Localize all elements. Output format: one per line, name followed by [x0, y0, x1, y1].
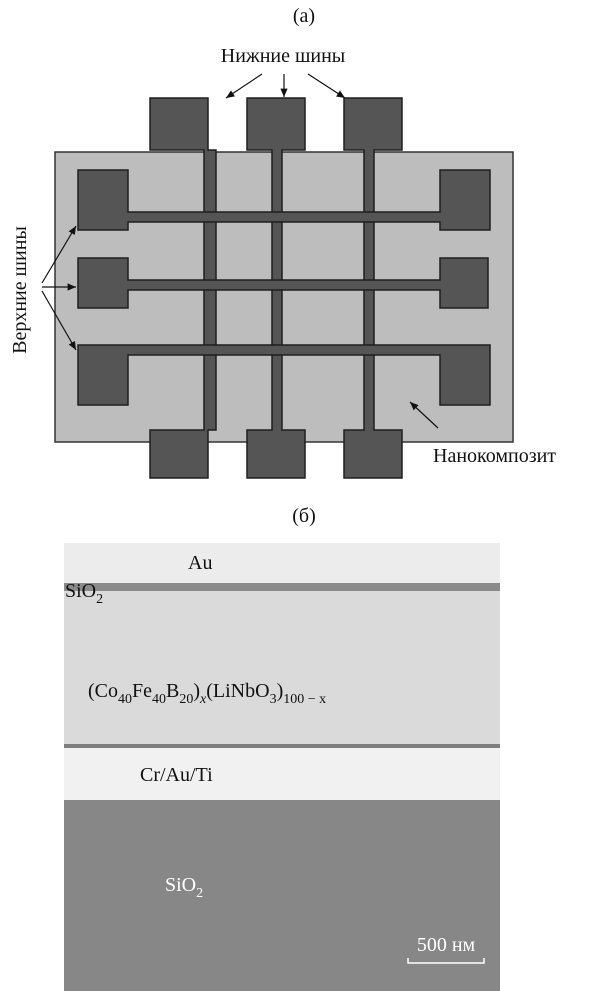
micrograph [64, 543, 500, 991]
label-part: (LiNbO [206, 680, 269, 702]
layer-label: Au [188, 552, 212, 574]
label-part: ) [193, 680, 200, 702]
label-part: Au [188, 552, 212, 574]
label-part: SiO [165, 874, 196, 896]
scale-bar-label: 500 нм [417, 934, 476, 956]
label-subscript: 20 [179, 692, 193, 707]
label-part: SiO [65, 580, 96, 602]
label-part: B [166, 680, 179, 702]
label-subscript: 100 − x [283, 692, 326, 707]
panel-label: (а) [293, 5, 315, 27]
label-part: Fe [132, 680, 152, 702]
label-subscript: 40 [152, 692, 166, 707]
label-subscript: 2 [196, 886, 203, 901]
label-part: (Co [88, 680, 118, 702]
top-buses-label: Верхние шины [9, 226, 31, 354]
label-subscript: 40 [118, 692, 132, 707]
layer-label: Cr/Au/Ti [140, 764, 213, 786]
label-subscript: 2 [96, 592, 103, 607]
panel-label: (б) [292, 505, 316, 527]
label-part: ) [277, 680, 284, 702]
figure: (а) Нижние шины Верхние шины Нанокомпози… [0, 0, 609, 991]
label-subscript: 3 [270, 692, 277, 707]
label-part: Cr/Au/Ti [140, 764, 213, 786]
bus-arrows [226, 74, 345, 98]
bottom-buses-label: Нижние шины [221, 45, 346, 67]
nanocomposite-label: Нанокомпозит [433, 445, 556, 467]
